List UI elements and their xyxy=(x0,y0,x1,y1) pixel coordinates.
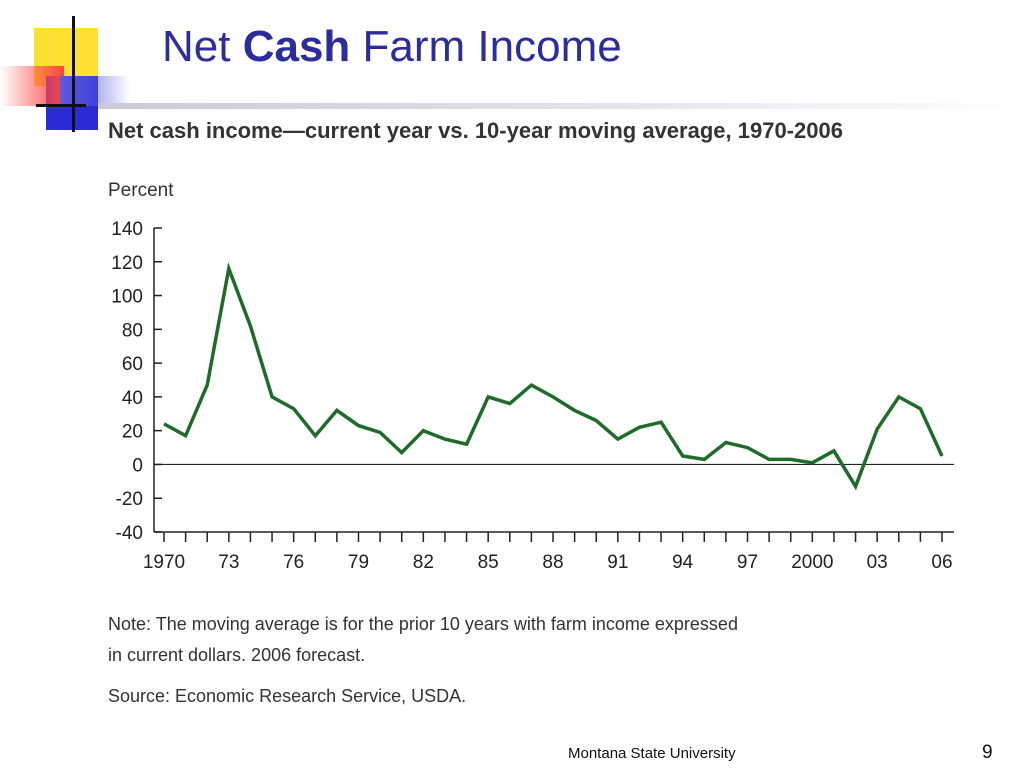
page-number: 9 xyxy=(982,742,993,763)
chart-note-line-2: in current dollars. 2006 forecast. xyxy=(108,645,366,665)
y-tick-label: -40 xyxy=(116,523,143,544)
y-tick-label: -20 xyxy=(116,489,143,510)
slide-title: Net Cash Farm Income xyxy=(162,22,622,72)
y-tick-label: 100 xyxy=(111,287,143,308)
x-tick-label: 79 xyxy=(348,552,369,573)
y-axis-unit-label: Percent xyxy=(108,180,174,201)
decor-red-bar xyxy=(0,66,64,106)
series-line-0 xyxy=(163,261,944,491)
x-tick-label: 85 xyxy=(478,552,499,573)
x-tick-label: 2000 xyxy=(791,552,833,573)
x-tick-label: 1970 xyxy=(143,552,185,573)
title-underline xyxy=(98,103,1024,109)
x-tick-label: 06 xyxy=(931,552,952,573)
decor-vertical-line xyxy=(72,16,75,132)
y-tick-label: 20 xyxy=(122,422,143,443)
y-tick-label: 60 xyxy=(122,354,143,375)
chart-title: Net cash income—current year vs. 10-year… xyxy=(108,118,843,143)
x-tick-label: 73 xyxy=(218,552,239,573)
slide-footer: Montana State University xyxy=(568,745,736,762)
y-tick-label: 0 xyxy=(132,455,143,476)
x-tick-label: 88 xyxy=(542,552,563,573)
slide-title-post: Farm Income xyxy=(350,22,622,71)
decor-blue-bar xyxy=(60,76,130,106)
x-tick-label: 91 xyxy=(607,552,628,573)
y-tick-label: 40 xyxy=(122,388,143,409)
y-tick-label: 80 xyxy=(122,320,143,341)
decor-horizontal-line xyxy=(36,104,86,107)
chart-note-line-1: Note: The moving average is for the prio… xyxy=(108,614,738,634)
slide-title-pre: Net xyxy=(162,22,243,71)
chart-source: Source: Economic Research Service, USDA. xyxy=(108,686,467,706)
x-tick-label: 82 xyxy=(413,552,434,573)
x-tick-label: 76 xyxy=(283,552,304,573)
x-tick-label: 97 xyxy=(737,552,758,573)
x-tick-label: 94 xyxy=(672,552,694,573)
slide-title-bold: Cash xyxy=(242,22,351,71)
x-tick-label: 03 xyxy=(867,552,888,573)
y-tick-label: 120 xyxy=(111,253,143,274)
y-tick-label: 140 xyxy=(111,219,143,240)
line-chart: -40 -20 0 20 40 60 80 100 120 140 1970 73 76 79 82 85 88… xyxy=(111,219,954,573)
